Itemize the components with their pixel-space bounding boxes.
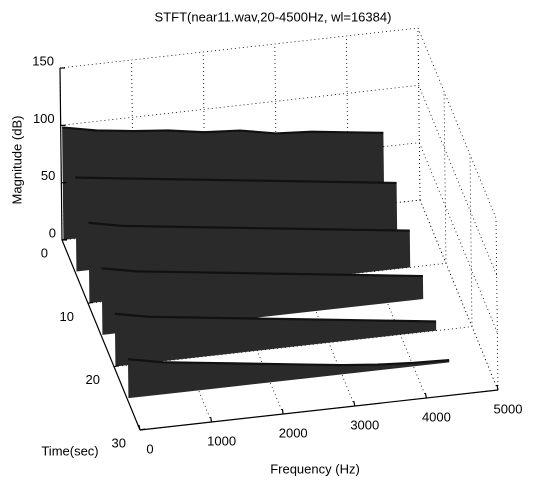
x-tick-label: 1000 bbox=[207, 433, 236, 448]
surface-row bbox=[127, 358, 450, 367]
y-axis bbox=[61, 239, 141, 431]
surface-shade bbox=[127, 359, 450, 399]
tick-mark bbox=[138, 424, 141, 431]
surface-row bbox=[114, 312, 437, 323]
grid-line bbox=[443, 91, 447, 264]
surface-row bbox=[62, 126, 384, 135]
x-axis bbox=[139, 389, 499, 431]
x-axis-label: Frequency (Hz) bbox=[270, 461, 360, 476]
x-tick-label: 5000 bbox=[494, 401, 523, 416]
x-tick-label: 2000 bbox=[279, 425, 308, 440]
z-axis-label: Magnitude (dB) bbox=[9, 116, 24, 205]
grid-line bbox=[418, 85, 498, 276]
x-tick-label: 3000 bbox=[350, 417, 379, 432]
z-tick-label: 0 bbox=[49, 225, 56, 240]
tick-mark bbox=[210, 416, 213, 423]
surface-row bbox=[101, 267, 423, 278]
surface-row bbox=[75, 176, 397, 185]
x-tick-label: 4000 bbox=[422, 409, 451, 424]
tick-mark bbox=[113, 365, 120, 368]
grid-line bbox=[495, 217, 499, 391]
grid-line bbox=[417, 27, 497, 219]
surface-shade bbox=[114, 313, 437, 367]
y-tick-label: 20 bbox=[86, 372, 100, 387]
grid-line bbox=[60, 84, 419, 126]
z-tick-label: 150 bbox=[32, 53, 54, 68]
tick-mark bbox=[139, 428, 146, 431]
grid-line bbox=[418, 142, 498, 333]
y-axis-label: Time(sec) bbox=[41, 443, 98, 458]
x-tick-label: 0 bbox=[146, 441, 153, 456]
grid-line bbox=[59, 27, 419, 69]
grid-line bbox=[417, 27, 421, 201]
z-axis bbox=[59, 67, 63, 241]
tick-mark bbox=[496, 384, 499, 391]
grid-line bbox=[469, 154, 473, 327]
grid-line bbox=[417, 27, 421, 201]
tick-mark bbox=[424, 392, 427, 399]
y-tick-label: 30 bbox=[112, 435, 126, 450]
surface-row bbox=[88, 221, 410, 232]
tick-mark bbox=[353, 400, 356, 407]
z-tick-label: 50 bbox=[41, 168, 55, 183]
chart-title: STFT(near11.wav,20-4500Hz, wl=16384) bbox=[155, 9, 392, 24]
y-tick-label: 0 bbox=[41, 245, 48, 260]
y-tick-label: 10 bbox=[60, 309, 74, 324]
tick-mark bbox=[61, 238, 68, 241]
z-tick-label: 100 bbox=[33, 111, 55, 126]
tick-mark bbox=[87, 301, 94, 304]
tick-mark bbox=[281, 408, 284, 415]
